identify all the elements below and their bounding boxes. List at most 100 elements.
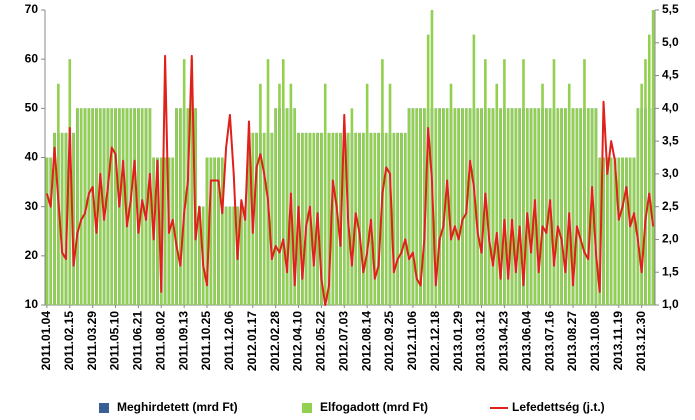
bar — [72, 132, 75, 305]
x-tick-label: 2012.02.28 — [268, 311, 282, 371]
bar — [598, 157, 602, 305]
x-tick-label: 2012.04.10 — [291, 311, 305, 371]
bar — [163, 157, 167, 305]
x-tick-label: 2012.11.06 — [405, 311, 419, 371]
bar — [617, 157, 621, 305]
bar — [575, 108, 579, 305]
bar — [583, 59, 586, 305]
bar — [190, 59, 194, 305]
bar — [110, 108, 114, 305]
bar — [331, 132, 335, 305]
bar — [64, 132, 68, 305]
bar — [125, 108, 129, 305]
bar — [53, 132, 56, 305]
bar — [636, 108, 640, 305]
bar — [602, 157, 605, 305]
bar — [495, 83, 499, 305]
y-tick-label: 10 — [25, 297, 39, 311]
bar — [270, 132, 274, 305]
y-tick-label: 70 — [25, 2, 39, 16]
bar — [232, 206, 236, 305]
bar — [419, 108, 422, 305]
bar — [461, 108, 464, 305]
bar — [358, 132, 361, 305]
bar — [541, 83, 544, 305]
bar — [217, 157, 220, 305]
bar — [60, 132, 64, 305]
bar — [487, 108, 491, 305]
bar — [76, 108, 79, 305]
bar — [400, 132, 403, 305]
bar — [518, 108, 521, 305]
x-tick-label: 2013.06.04 — [519, 311, 533, 371]
bar — [510, 108, 514, 305]
bar — [87, 108, 91, 305]
bar — [327, 132, 331, 305]
bar — [304, 132, 308, 305]
bar — [342, 132, 346, 305]
bar — [198, 206, 201, 305]
bar — [228, 206, 232, 305]
x-tick-label: 2011.03.29 — [85, 311, 99, 371]
bar — [453, 108, 457, 305]
y2-tick-label: 5,5 — [662, 2, 679, 16]
bar — [506, 108, 510, 305]
bar — [224, 206, 228, 305]
bar — [415, 108, 419, 305]
bar — [403, 132, 407, 305]
bar — [262, 132, 266, 305]
x-tick-label: 2013.08.27 — [565, 311, 579, 371]
bar — [545, 108, 548, 305]
x-tick-label: 2012.01.17 — [245, 311, 259, 371]
bar — [514, 108, 518, 305]
bar — [613, 157, 617, 305]
y-tick-label: 50 — [25, 101, 39, 115]
bar — [220, 157, 224, 305]
bar — [98, 108, 102, 305]
y-tick-label: 60 — [25, 51, 39, 65]
y-tick-label: 30 — [25, 199, 39, 213]
bar — [522, 59, 525, 305]
x-tick-label: 2012.07.03 — [336, 311, 350, 371]
bar — [647, 34, 651, 305]
y2-tick-label: 4,5 — [662, 68, 679, 82]
y-tick-label: 40 — [25, 150, 39, 164]
bar — [301, 132, 304, 305]
bar — [579, 108, 582, 305]
bar — [445, 108, 449, 305]
x-tick-label: 2013.07.16 — [542, 311, 556, 371]
bar — [640, 83, 643, 305]
legend-swatch — [99, 403, 109, 413]
x-tick-label: 2012.12.18 — [428, 311, 442, 371]
bar — [259, 83, 262, 305]
legend-swatch — [302, 403, 312, 413]
bar — [484, 59, 487, 305]
x-tick-label: 2011.08.02 — [153, 311, 167, 371]
x-tick-label: 2012.08.14 — [359, 311, 373, 371]
bar — [323, 83, 327, 305]
x-tick-label: 2011.01.04 — [39, 311, 53, 371]
bar — [243, 206, 247, 305]
bar — [281, 59, 285, 305]
bar — [384, 132, 388, 305]
x-tick-label: 2011.05.10 — [108, 311, 122, 371]
bar — [499, 108, 502, 305]
bar — [240, 206, 243, 305]
x-tick-label: 2011.09.13 — [176, 311, 190, 371]
bar — [186, 108, 190, 305]
y2-tick-label: 1,0 — [662, 297, 679, 311]
y-tick-label: 20 — [25, 248, 39, 262]
bar — [377, 132, 380, 305]
bar — [209, 157, 213, 305]
bar — [632, 157, 636, 305]
x-tick-label: 2011.02.15 — [62, 311, 76, 371]
x-tick-label: 2011.10.25 — [199, 311, 213, 371]
bar — [175, 108, 178, 305]
bar — [45, 157, 49, 305]
x-tick-label: 2011.12.06 — [222, 311, 236, 371]
bar — [423, 108, 426, 305]
x-tick-label: 2013.04.23 — [497, 311, 511, 371]
x-tick-label: 2013.12.30 — [634, 311, 648, 371]
bar — [407, 108, 411, 305]
y2-tick-label: 3,5 — [662, 133, 679, 147]
